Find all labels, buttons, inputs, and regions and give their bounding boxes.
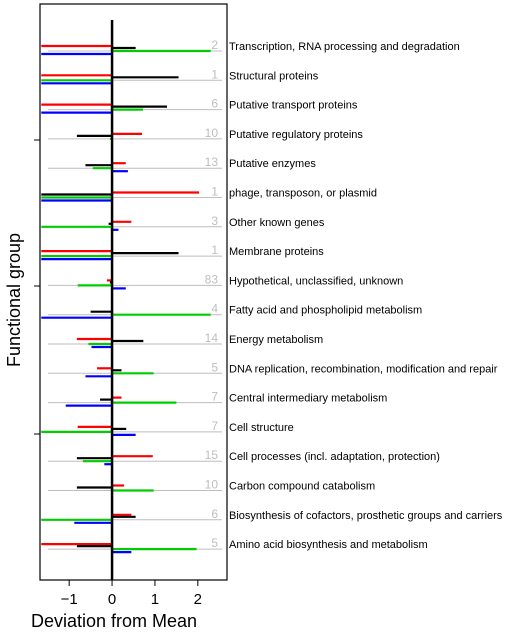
- category-label: Hypothetical, unclassified, unknown: [229, 275, 403, 287]
- category-count: 1: [211, 185, 218, 199]
- y-axis: [34, 139, 40, 435]
- category-labels: Transcription, RNA processing and degrad…: [229, 41, 503, 551]
- category-count: 83: [205, 272, 219, 286]
- category-label: Structural proteins: [229, 70, 319, 82]
- category-label: Putative transport proteins: [229, 100, 358, 112]
- category-label: Central intermediary metabolism: [229, 393, 387, 405]
- category-label: Amino acid biosynthesis and metabolism: [229, 539, 428, 551]
- category-count: 6: [211, 507, 218, 521]
- category-label: Putative enzymes: [229, 158, 316, 170]
- category-label: Carbon compound catabolism: [229, 481, 375, 493]
- category-label: Cell processes (incl. adaptation, protec…: [229, 451, 440, 463]
- x-axis: −1 0 1 2: [61, 580, 202, 608]
- category-count: 1: [211, 243, 218, 257]
- reference-lines: [48, 50, 222, 550]
- category-count: 4: [211, 302, 218, 316]
- plot-frame: [39, 3, 228, 581]
- category-count: 3: [211, 214, 218, 228]
- category-label: DNA replication, recombination, modifica…: [229, 363, 498, 375]
- category-count: 15: [205, 448, 219, 462]
- category-label: Cell structure: [229, 422, 294, 434]
- x-axis-label: Deviation from Mean: [31, 611, 197, 631]
- category-label: Fatty acid and phospholipid metabolism: [229, 305, 422, 317]
- category-count: 7: [211, 419, 218, 433]
- category-count: 7: [211, 390, 218, 404]
- category-count: 5: [211, 360, 218, 374]
- x-tick-label: 1: [151, 591, 159, 608]
- category-count: 6: [211, 97, 218, 111]
- category-count: 1: [211, 67, 218, 81]
- category-label: Energy metabolism: [229, 334, 323, 346]
- category-label: phage, transposon, or plasmid: [229, 188, 377, 200]
- x-tick-label: 0: [108, 591, 116, 608]
- x-tick-label: −1: [61, 591, 78, 608]
- category-label: Putative regulatory proteins: [229, 129, 363, 141]
- category-label: Transcription, RNA processing and degrad…: [229, 41, 460, 53]
- bars-layer: [41, 44, 211, 554]
- category-count: 10: [205, 126, 219, 140]
- category-label: Membrane proteins: [229, 246, 324, 258]
- x-tick-label: 2: [194, 591, 202, 608]
- category-label: Biosynthesis of cofactors, prosthetic gr…: [229, 510, 503, 522]
- y-axis-label: Functional group: [4, 233, 24, 367]
- category-count: 5: [211, 536, 218, 550]
- category-count: 2: [211, 38, 218, 52]
- category-count: 13: [205, 155, 219, 169]
- category-count: 10: [205, 478, 219, 492]
- category-count: 14: [205, 331, 219, 345]
- category-label: Other known genes: [229, 217, 325, 229]
